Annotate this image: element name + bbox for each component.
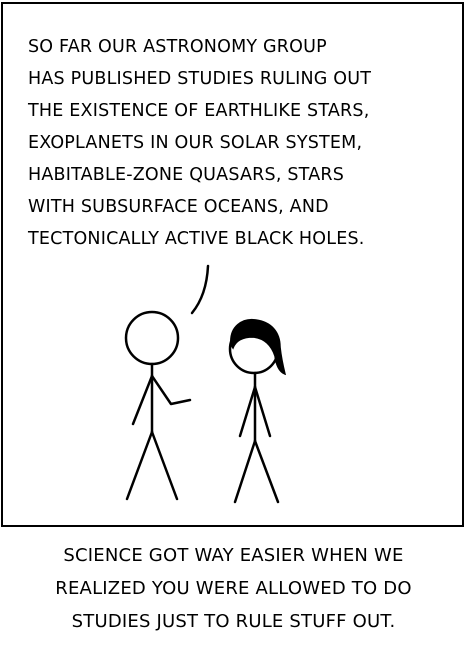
figure-left-arm: [238, 385, 257, 438]
caption-line: SCIENCE GOT WAY EASIER WHEN WE: [63, 545, 404, 566]
speech-line: TECTONICALLY ACTIVE BLACK HOLES.: [28, 229, 365, 249]
figure-head: [124, 310, 180, 366]
caption-text: SCIENCE GOT WAY EASIER WHEN WE REALIZED …: [0, 539, 467, 638]
speech-text: SO FAR OUR ASTRONOMY GROUP HAS PUBLISHED…: [28, 31, 448, 255]
speech-line: EXOPLANETS IN OUR SOLAR SYSTEM,: [28, 133, 363, 153]
figure-right-arm: [150, 374, 192, 406]
figure-left-leg: [125, 430, 154, 501]
speech-line: THE EXISTENCE OF EARTHLIKE STARS,: [28, 101, 370, 121]
stick-figure-left: [124, 310, 192, 501]
stick-figure-right: [228, 323, 280, 504]
figure-left-arm: [131, 374, 154, 426]
figure-right-arm: [253, 385, 272, 438]
figure-left-leg: [233, 439, 257, 504]
speech-line: WITH SUBSURFACE OCEANS, AND: [28, 197, 329, 217]
speech-line: HAS PUBLISHED STUDIES RULING OUT: [28, 69, 372, 89]
comic-panel: SO FAR OUR ASTRONOMY GROUP HAS PUBLISHED…: [1, 2, 464, 527]
figure-right-leg: [253, 439, 280, 504]
caption-line: STUDIES JUST TO RULE STUFF OUT.: [71, 611, 396, 632]
caption-line: REALIZED YOU WERE ALLOWED TO DO: [55, 578, 412, 599]
speech-line: SO FAR OUR ASTRONOMY GROUP: [28, 37, 327, 57]
figure-hair: [230, 318, 287, 376]
stick-figures-drawing: [124, 264, 287, 504]
figure-right-leg: [150, 430, 179, 501]
speech-line: HABITABLE-ZONE QUASARS, STARS: [28, 165, 345, 185]
speech-tail: [190, 264, 210, 315]
